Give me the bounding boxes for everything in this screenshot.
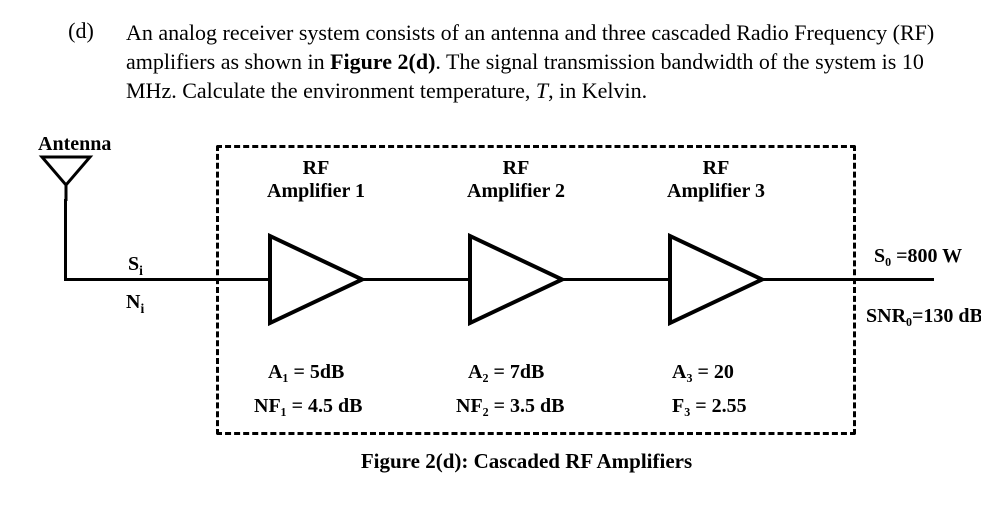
page: (d) An analog receiver system consists o… [0,0,981,526]
amp3-icon [666,232,766,327]
antenna-label: Antenna [38,133,111,156]
amp1-icon [266,232,366,327]
amp1-title-line2: Amplifier 1 [246,180,386,203]
amp2-title: RF Amplifier 2 [446,157,586,203]
output-SNRo: SNR₀=130 dB [866,305,981,328]
qtext-p3: , in Kelvin. [548,78,647,103]
amp3-title-line1: RF [646,157,786,180]
qtext-T: T [536,78,548,103]
output-So: S₀ =800 W [874,245,962,268]
label-Si: Si [128,253,143,279]
question-marker: (d) [36,18,126,44]
antenna-feed-line [64,199,67,281]
qtext-figref: Figure 2(d) [330,49,435,74]
amp2-gain: A₂ = 7dB [468,361,544,384]
question-text: An analog receiver system consists of an… [126,18,945,105]
label-Ni-sub: i [140,301,144,316]
label-Si-sub: i [139,263,143,278]
amp1-gain: A₁ = 5dB [268,361,344,384]
label-Si-base: S [128,253,139,275]
amp1-title-line1: RF [246,157,386,180]
figure-caption: Figure 2(d): Cascaded RF Amplifiers [36,449,981,474]
question-header: (d) An analog receiver system consists o… [36,18,945,105]
figure-area: Antenna Si Ni RF Amplifier 1 A₁ = 5dB NF… [36,133,945,493]
label-Ni-base: N [126,291,140,313]
amp3-nf: F₃ = 2.55 [672,395,747,418]
amp2-title-line2: Amplifier 2 [446,180,586,203]
amp2-icon [466,232,566,327]
amp1-title: RF Amplifier 1 [246,157,386,203]
label-Ni: Ni [126,291,144,317]
antenna-icon [36,155,96,201]
amp1-nf: NF₁ = 4.5 dB [254,395,363,418]
amp3-gain: A₃ = 20 [672,361,734,384]
amp2-title-line1: RF [446,157,586,180]
amp2-nf: NF₂ = 3.5 dB [456,395,565,418]
amp3-title: RF Amplifier 3 [646,157,786,203]
amp3-title-line2: Amplifier 3 [646,180,786,203]
